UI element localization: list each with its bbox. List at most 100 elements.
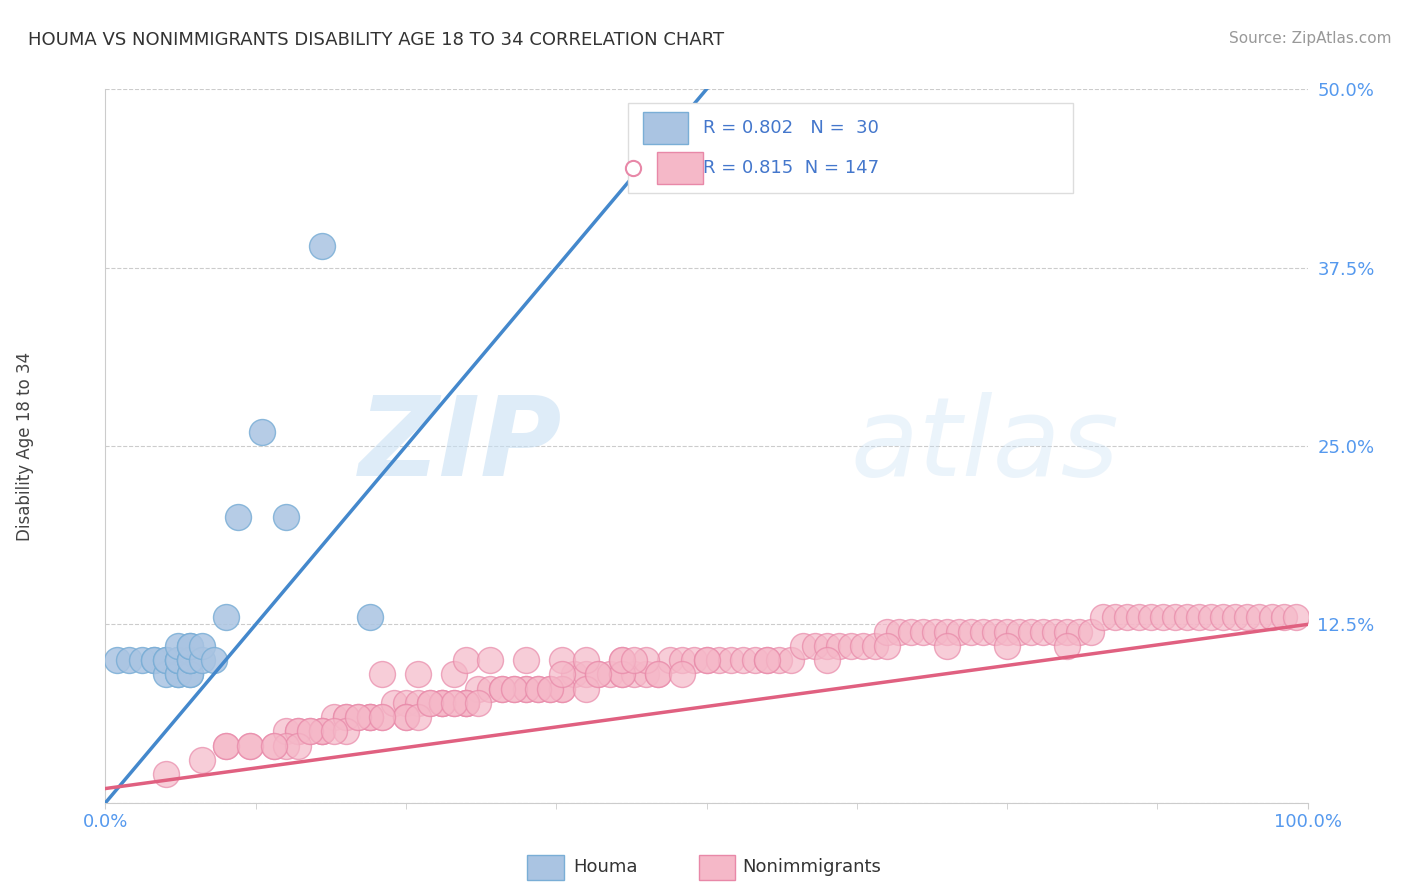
Point — [179, 653, 201, 667]
Point — [696, 653, 718, 667]
Point — [371, 667, 394, 681]
Point — [335, 710, 357, 724]
FancyBboxPatch shape — [628, 103, 1073, 193]
Point — [371, 710, 394, 724]
Point — [1069, 624, 1091, 639]
Point — [1284, 610, 1306, 624]
Point — [1056, 639, 1078, 653]
Point — [179, 653, 201, 667]
Point — [1043, 624, 1066, 639]
Point — [636, 653, 658, 667]
Point — [659, 653, 682, 667]
Point — [166, 639, 188, 653]
Point — [911, 624, 934, 639]
Point — [239, 739, 262, 753]
Point — [382, 696, 405, 710]
Point — [335, 724, 357, 739]
Text: Nonimmigrants: Nonimmigrants — [742, 858, 882, 876]
Point — [467, 696, 489, 710]
Point — [696, 653, 718, 667]
Text: R = 0.815  N = 147: R = 0.815 N = 147 — [703, 159, 879, 177]
Point — [575, 667, 598, 681]
Point — [214, 610, 236, 624]
Point — [527, 681, 550, 696]
Point — [1249, 610, 1271, 624]
Point — [779, 653, 801, 667]
Point — [551, 681, 574, 696]
Point — [828, 639, 851, 653]
Text: atlas: atlas — [851, 392, 1119, 500]
Point — [647, 667, 669, 681]
Point — [1272, 610, 1295, 624]
Point — [948, 624, 970, 639]
Point — [166, 667, 188, 681]
Point — [467, 681, 489, 696]
Point — [263, 739, 285, 753]
Point — [454, 696, 477, 710]
Point — [636, 667, 658, 681]
Point — [322, 710, 344, 724]
Point — [515, 681, 537, 696]
Point — [287, 724, 309, 739]
Point — [430, 696, 453, 710]
Point — [876, 624, 898, 639]
Point — [322, 724, 344, 739]
Point — [647, 667, 669, 681]
Point — [936, 624, 959, 639]
Point — [239, 739, 262, 753]
Point — [599, 667, 621, 681]
Point — [815, 653, 838, 667]
Point — [562, 667, 585, 681]
Point — [298, 724, 321, 739]
Point — [995, 639, 1018, 653]
Point — [612, 667, 634, 681]
Point — [792, 639, 814, 653]
Point — [406, 696, 429, 710]
Point — [538, 681, 561, 696]
Point — [287, 724, 309, 739]
Point — [155, 667, 177, 681]
Point — [359, 710, 381, 724]
Point — [131, 653, 153, 667]
Point — [588, 667, 610, 681]
Point — [720, 653, 742, 667]
Point — [311, 724, 333, 739]
Point — [1212, 610, 1234, 624]
Point — [503, 681, 526, 696]
Point — [142, 653, 165, 667]
Point — [1152, 610, 1174, 624]
Point — [430, 696, 453, 710]
Point — [190, 639, 212, 653]
Point — [419, 696, 441, 710]
Point — [876, 639, 898, 653]
Point — [335, 710, 357, 724]
Point — [1128, 610, 1150, 624]
Text: Houma: Houma — [574, 858, 638, 876]
Point — [1116, 610, 1139, 624]
Point — [443, 696, 465, 710]
Text: ZIP: ZIP — [359, 392, 562, 500]
Point — [839, 639, 862, 653]
Point — [551, 653, 574, 667]
Point — [491, 681, 513, 696]
Point — [454, 653, 477, 667]
Point — [803, 639, 825, 653]
Point — [623, 667, 645, 681]
Point — [179, 653, 201, 667]
Point — [371, 710, 394, 724]
Point — [671, 667, 693, 681]
Point — [995, 624, 1018, 639]
Point — [454, 696, 477, 710]
Point — [1032, 624, 1054, 639]
Point — [347, 710, 370, 724]
Point — [359, 710, 381, 724]
Point — [190, 653, 212, 667]
Point — [683, 653, 706, 667]
Point — [1008, 624, 1031, 639]
Point — [419, 696, 441, 710]
Point — [491, 681, 513, 696]
Point — [575, 681, 598, 696]
Point — [503, 681, 526, 696]
Point — [443, 667, 465, 681]
Point — [214, 739, 236, 753]
